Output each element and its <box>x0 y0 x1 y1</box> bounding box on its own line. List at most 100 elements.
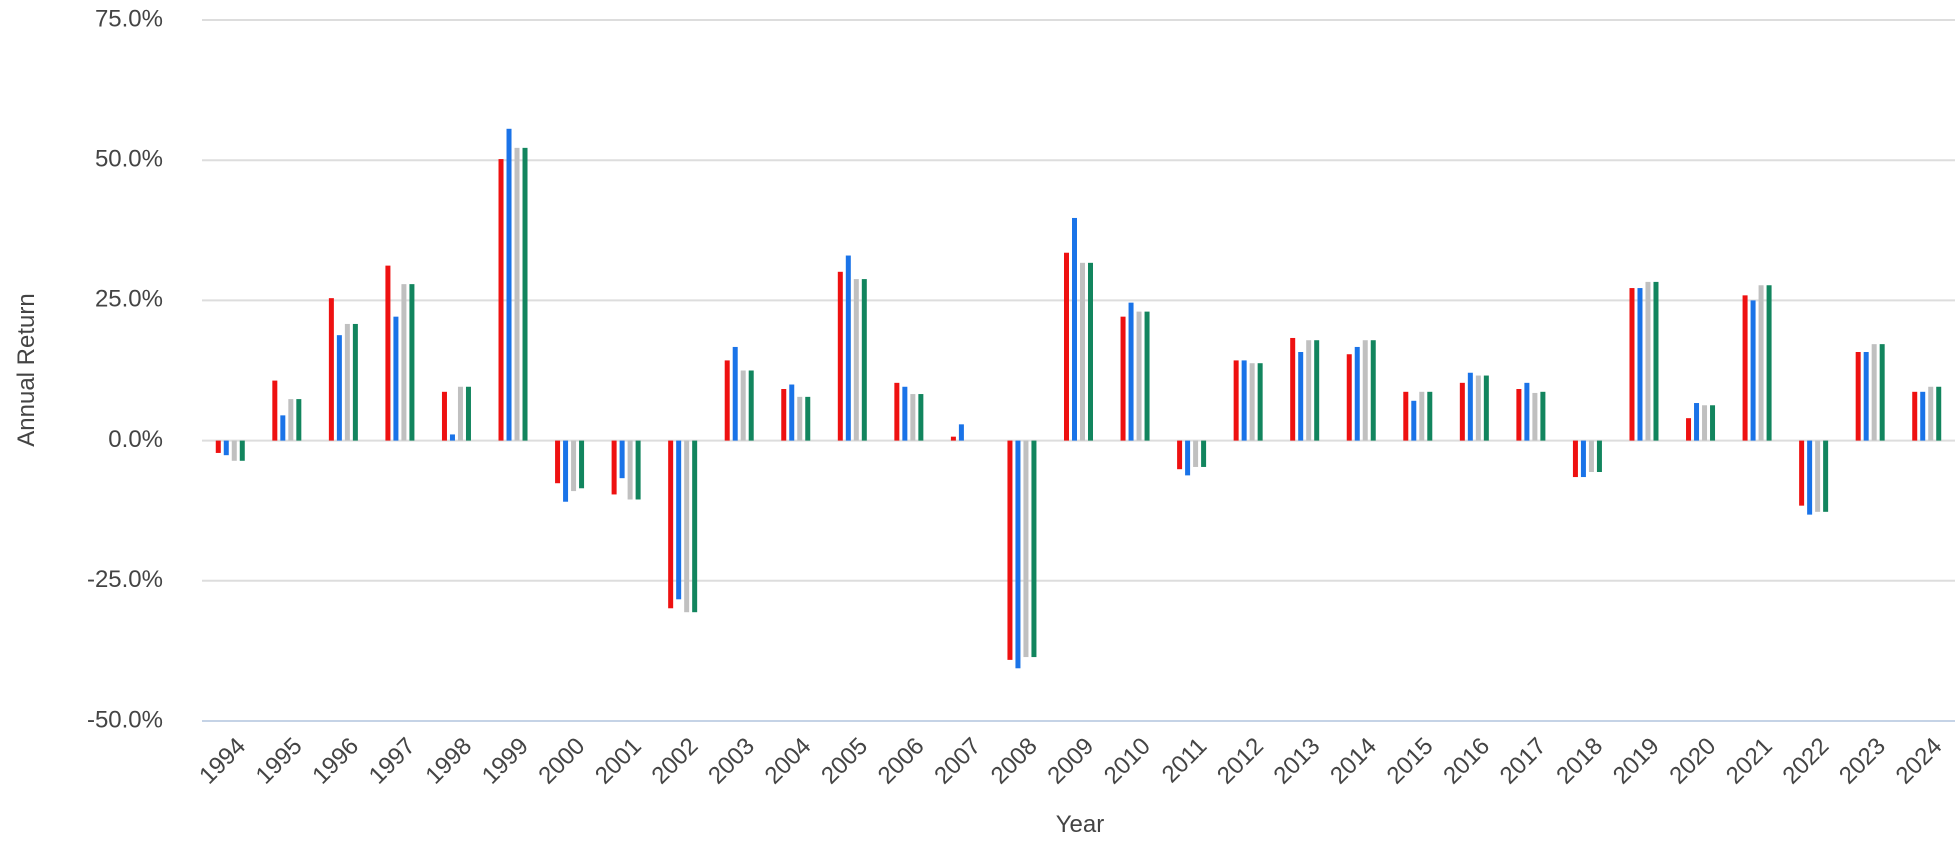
bar <box>1241 360 1247 441</box>
x-tick-label: 1999 <box>477 733 534 790</box>
bar <box>1314 340 1320 441</box>
bar <box>724 360 730 441</box>
bar <box>401 284 407 441</box>
x-tick-label: 2008 <box>986 733 1043 790</box>
bar <box>465 386 471 441</box>
bar <box>902 386 908 441</box>
bar <box>215 440 221 453</box>
bar <box>1298 351 1304 441</box>
bar <box>1427 391 1433 441</box>
bar <box>280 415 286 441</box>
x-tick-label: 2006 <box>873 733 930 790</box>
bar <box>1306 340 1312 441</box>
bar <box>1879 344 1885 441</box>
x-tick-label: 2004 <box>760 733 817 790</box>
x-tick-label: 2021 <box>1721 733 1778 790</box>
x-tick-label: 1996 <box>307 733 364 790</box>
x-tick-label: 2010 <box>1099 733 1156 790</box>
bar <box>1201 440 1207 467</box>
bar <box>1354 346 1360 441</box>
bar <box>748 370 754 441</box>
bar <box>789 384 795 441</box>
bar <box>571 440 577 492</box>
bar <box>845 255 851 441</box>
bar <box>1742 295 1748 441</box>
bar <box>1637 288 1643 441</box>
bar <box>1233 360 1239 441</box>
x-tick-label: 2012 <box>1212 733 1269 790</box>
bar <box>1936 386 1942 441</box>
y-tick-label: 50.0% <box>95 146 163 173</box>
x-tick-label: 1994 <box>194 733 251 790</box>
bar <box>1023 440 1029 658</box>
bar <box>288 399 294 441</box>
bar <box>1871 344 1877 441</box>
bar <box>1758 285 1764 441</box>
bar <box>894 382 900 441</box>
x-axis-title: Year <box>1056 811 1105 838</box>
x-tick-label: 2003 <box>703 733 760 790</box>
bar <box>231 440 237 461</box>
bar <box>1467 372 1473 441</box>
bar <box>1572 440 1578 478</box>
bar <box>781 389 787 441</box>
bar <box>1766 285 1772 441</box>
bar <box>1136 311 1142 441</box>
bar <box>223 440 229 456</box>
bar <box>1686 418 1692 441</box>
bar <box>563 440 569 502</box>
bar <box>797 396 803 441</box>
bar <box>950 436 956 441</box>
bar <box>1031 440 1037 658</box>
bar <box>352 323 358 441</box>
bar <box>1193 440 1199 467</box>
bar <box>1007 440 1013 660</box>
bar <box>1346 354 1352 441</box>
x-tick-label: 2016 <box>1438 733 1495 790</box>
bar <box>1516 389 1522 441</box>
bar <box>1419 391 1425 441</box>
x-tick-label: 2000 <box>533 733 590 790</box>
bar <box>409 284 415 441</box>
bar <box>1588 440 1594 473</box>
x-tick-label: 2018 <box>1551 733 1608 790</box>
bar <box>910 394 916 441</box>
bar <box>1290 337 1296 441</box>
bar <box>1629 288 1635 441</box>
bar <box>296 399 302 441</box>
x-tick-label: 2024 <box>1891 733 1948 790</box>
bar <box>1815 440 1821 512</box>
bar <box>1912 391 1918 441</box>
x-tick-label: 2014 <box>1325 733 1382 790</box>
bar <box>336 335 342 441</box>
bar <box>861 279 867 441</box>
bar <box>1185 440 1191 476</box>
bar <box>1459 382 1465 441</box>
bar <box>1799 440 1805 506</box>
bar <box>449 434 455 441</box>
bar <box>441 391 447 441</box>
bar <box>1249 363 1255 441</box>
bar <box>1411 400 1417 441</box>
bar <box>498 159 504 441</box>
bar <box>1702 405 1708 441</box>
x-tick-label: 2017 <box>1495 733 1552 790</box>
y-tick-label: 75.0% <box>95 5 163 32</box>
x-tick-label: 1995 <box>251 733 308 790</box>
bar <box>1596 440 1602 473</box>
x-tick-label: 2013 <box>1269 733 1326 790</box>
bar <box>1072 217 1077 441</box>
bar <box>1128 302 1134 441</box>
bar <box>555 440 561 484</box>
bar <box>1920 391 1926 441</box>
bar <box>1928 386 1934 441</box>
y-tick-label: 25.0% <box>95 286 163 313</box>
bar <box>1362 340 1368 441</box>
bar <box>1863 351 1869 441</box>
bar <box>627 440 633 500</box>
bar <box>1015 440 1021 669</box>
bar <box>1064 252 1069 441</box>
bar <box>1694 403 1700 441</box>
bar <box>344 323 350 441</box>
bar <box>1710 405 1716 441</box>
